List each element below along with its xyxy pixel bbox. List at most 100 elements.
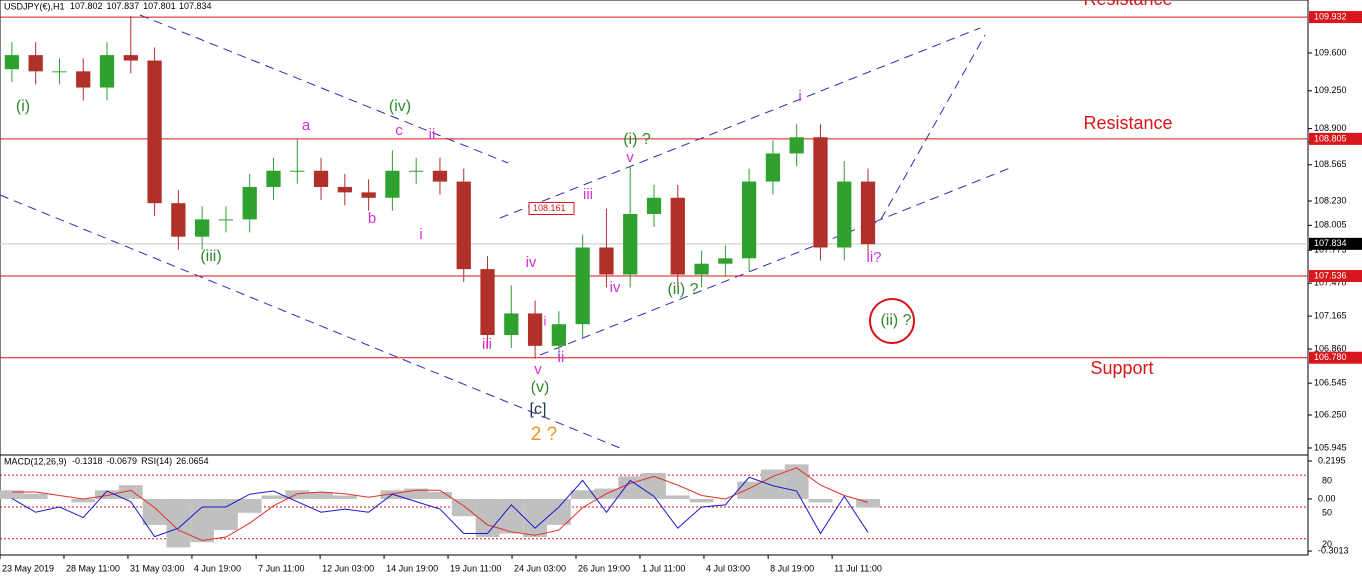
macd-bar (665, 495, 690, 499)
rsi-tick-label: 80 (1322, 476, 1332, 486)
y-tick-label: 105.945 (1314, 442, 1347, 452)
candle-body (837, 181, 852, 248)
macd-bar (618, 476, 643, 499)
candle-body (504, 313, 519, 336)
y-tick-label: 108.565 (1314, 159, 1347, 169)
wave-label: ii (558, 349, 565, 366)
wave-label: (iv) (389, 98, 411, 115)
macd-tick-label: 0.2195 (1318, 455, 1346, 465)
x-tick-label: 11 Jul 11:00 (834, 563, 882, 573)
candle-body (218, 219, 234, 221)
rsi-line (11, 476, 869, 538)
y-tick-label: 108.230 (1314, 195, 1347, 205)
candle-body (76, 71, 91, 88)
macd-tick-label: -0.3013 (1318, 545, 1349, 555)
macd-bar (285, 490, 310, 499)
candle-body (456, 181, 471, 270)
header-value: 107.801 (143, 1, 176, 11)
x-tick-label: 28 May 11:00 (66, 563, 120, 573)
x-tick-label: 24 Jun 03:00 (514, 563, 566, 573)
y-tick-label: 107.165 (1314, 310, 1347, 320)
price-marker-box (528, 201, 575, 215)
macd-bar (142, 498, 167, 525)
wave-label: v (534, 361, 542, 378)
candle-body (860, 181, 876, 245)
wave-label: a (302, 117, 311, 134)
wave-label: (ii) ? (667, 281, 698, 298)
level-label: 107.536 (1314, 270, 1347, 280)
indicator-values: -0.1318 -0.0679 RSI(14) 26.0654 (72, 456, 209, 466)
plot-frame (0, 0, 1309, 556)
y-tick-label: 107.470 (1314, 278, 1347, 288)
level-label: 108.805 (1314, 133, 1347, 143)
candle-body (741, 181, 757, 259)
candle-body (99, 55, 115, 88)
candle-body (52, 71, 67, 73)
macd-bar (118, 485, 143, 499)
indicator-value: -0.0679 (107, 456, 138, 466)
x-tick-label: 14 Jun 19:00 (386, 563, 438, 573)
macd-bar (546, 498, 571, 525)
indicator-value: 26.0654 (176, 456, 209, 466)
macd-bar (784, 464, 809, 499)
symbol-title: USDJPY(€),H1 (4, 1, 65, 11)
candle-body (313, 170, 329, 187)
macd-bar (451, 498, 476, 517)
x-tick-label: 19 Jun 11:00 (450, 563, 501, 573)
indicator-title: MACD(12,26,9) (4, 456, 67, 466)
wave-label: (i) (16, 98, 30, 115)
x-tick-label: 1 Jul 11:00 (642, 563, 685, 573)
level-label: 106.780 (1314, 352, 1347, 362)
candle-body (242, 186, 257, 220)
wave-label: i (544, 313, 547, 328)
macd-bar (261, 495, 286, 499)
y-tick-label: 106.545 (1314, 378, 1347, 388)
macd-bar (404, 488, 429, 499)
header-value: 107.834 (179, 1, 212, 11)
wave-label: i (419, 226, 422, 243)
macd-bar (523, 498, 547, 538)
candle-body (28, 55, 43, 72)
x-tick-label: 23 May 2019 (2, 563, 54, 573)
wave-label: iv (526, 254, 537, 271)
level-box (1309, 132, 1362, 145)
candle-body (718, 258, 733, 264)
candle-body (646, 197, 662, 214)
wave-label: Resistance (1083, 0, 1172, 9)
current-box (1309, 237, 1362, 250)
candle-body (385, 170, 400, 198)
candle-body (527, 313, 543, 346)
macd-bar (856, 498, 880, 508)
candle-body (4, 55, 20, 70)
candle-body (195, 219, 210, 237)
y-tick-label: 109.600 (1314, 47, 1347, 57)
x-tick-label: 31 May 03:00 (130, 563, 185, 573)
wave-label: 2 ? (531, 424, 557, 445)
macd-bar (689, 498, 714, 503)
macd-signal (11, 467, 869, 541)
candle-body (551, 324, 567, 346)
x-tick-label: 26 Jun 19:00 (578, 563, 630, 573)
x-tick-label: 4 Jul 03:00 (706, 563, 750, 573)
indicator-value: RSI(14) (141, 456, 172, 466)
macd-bar (166, 498, 191, 548)
candle-body (290, 170, 305, 172)
y-tick-label: 108.900 (1314, 123, 1347, 133)
wave-label: Support (1090, 358, 1153, 378)
level-box (1309, 351, 1362, 364)
x-tick-label: 12 Jun 03:00 (322, 563, 374, 573)
y-tick-label: 106.250 (1314, 409, 1347, 419)
candle-body (147, 60, 162, 204)
y-tick-label: 108.005 (1314, 220, 1347, 230)
macd-bar (71, 498, 96, 503)
x-tick-label: 7 Jun 11:00 (258, 563, 304, 573)
x-tick-label: 8 Jul 19:00 (770, 563, 814, 573)
macd-bar (237, 498, 262, 513)
wave-label: (iii) (200, 248, 221, 265)
macd-bar (23, 493, 48, 499)
y-tick-label: 106.860 (1314, 343, 1347, 353)
candle-body (623, 213, 638, 275)
candle-body (575, 247, 590, 325)
macd-bar (332, 495, 357, 499)
